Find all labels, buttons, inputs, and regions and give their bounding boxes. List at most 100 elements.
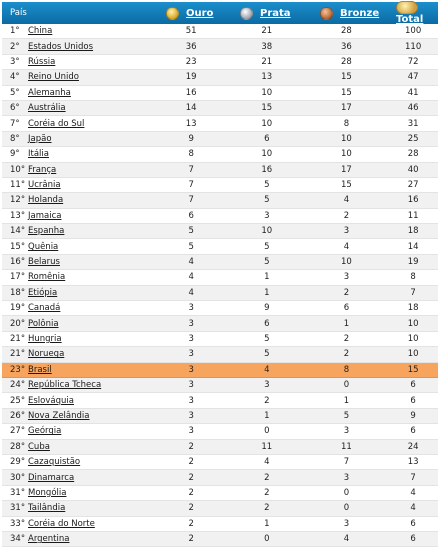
gold-count-cell: 7 [188,180,194,191]
gold-count-cell: 3 [188,380,194,391]
sort-total-link[interactable]: Total [396,14,424,25]
country-cell: 14° Espanha [2,226,151,236]
table-row: 21° Hungria 3 5 2 10 [2,332,438,348]
country-link[interactable]: Cuba [28,441,50,452]
country-link[interactable]: Reino Unido [28,72,79,83]
rank-cell: 25° [10,395,26,406]
country-link[interactable]: China [28,26,53,37]
country-link[interactable]: Tailândia [28,503,66,514]
gold-count-cell: 4 [188,287,194,298]
bronze-count-cell: 0 [343,503,350,514]
country-cell: 7° Coréia do Sul [2,119,151,129]
country-link[interactable]: Quênia [28,241,59,252]
gold-count-cell: 6 [188,210,194,221]
country-link[interactable]: Japão [28,133,52,144]
table-row: 13° Jamaica 6 3 2 11 [2,209,438,225]
table-row: 24° República Tcheca 3 3 0 6 [2,377,438,394]
table-row: 25° Eslováquia 3 2 1 6 [2,393,438,409]
country-link[interactable]: Espanha [28,226,65,237]
country-link[interactable]: Eslováquia [28,395,74,406]
header-silver[interactable]: Prata [240,6,320,20]
gold-count-cell: 4 [188,272,194,283]
country-link[interactable]: Dinamarca [28,472,75,483]
country-link[interactable]: Coréia do Sul [28,118,85,129]
country-link[interactable]: Geórgia [28,426,62,437]
silver-count-cell: 5 [264,257,270,268]
silver-medal-icon [240,6,253,20]
table-body: 1° China 51 21 28 100 2° Estados Unidos 36 38 36 11… [2,24,438,548]
country-cell: 15° Quênia [2,242,151,252]
table-row: 9° Itália 8 10 10 28 [2,147,438,163]
total-count-cell: 6 [410,534,416,545]
table-row: 34° Argentina 2 0 4 6 [2,531,438,548]
silver-count-cell: 2 [264,395,270,406]
country-link[interactable]: França [28,164,57,175]
country-link[interactable]: Holanda [28,195,64,206]
country-link[interactable]: Ucrânia [28,180,61,191]
total-count-cell: 8 [410,272,416,283]
rank-cell: 33° [10,518,26,529]
silver-count-cell: 5 [264,195,270,206]
table-row: 21° Noruega 3 5 2 10 [2,347,438,363]
country-cell: 28° Cuba [2,442,151,452]
country-link[interactable]: Estados Unidos [28,41,94,52]
country-link[interactable]: Brasil [28,364,52,375]
total-count-cell: 10 [407,318,419,329]
bronze-count-cell: 28 [341,56,352,67]
total-count-cell: 10 [407,334,419,344]
gold-medal-icon [166,6,179,20]
country-link[interactable]: Canadá [28,303,61,314]
table-row: 18° Etiópia 4 1 2 7 [2,285,438,302]
silver-count-cell: 1 [264,287,270,298]
total-count-cell: 4 [410,487,416,498]
country-link[interactable]: Cazaquistão [28,457,81,468]
sort-bronze-link[interactable]: Bronze [340,7,380,19]
bronze-count-cell: 7 [343,457,350,468]
bronze-count-cell: 3 [343,272,350,283]
rank-cell: 18° [10,287,26,298]
header-bronze[interactable]: Bronze [320,6,396,20]
sort-gold-link[interactable]: Ouro [186,7,214,19]
silver-count-cell: 16 [261,164,273,175]
gold-count-cell: 3 [188,410,194,421]
total-count-cell: 6 [410,395,416,406]
rank-cell: 30° [10,472,26,483]
country-link[interactable]: Mongólia [28,487,67,498]
country-link[interactable]: Jamaica [28,210,62,221]
rank-cell: 15° [10,241,26,252]
bronze-count-cell: 3 [343,226,350,237]
country-link[interactable]: Noruega [28,349,65,360]
sort-silver-link[interactable]: Prata [260,7,291,19]
table-row: 16° Belarus 4 5 10 19 [2,254,438,271]
country-link[interactable]: Austrália [28,103,66,114]
rank-cell: 29° [10,457,26,468]
country-cell: 12° Holanda [2,195,151,205]
country-link[interactable]: Belarus [28,257,60,268]
country-cell: 8° Japão [2,134,151,144]
silver-count-cell: 4 [264,364,270,375]
country-link[interactable]: Argentina [28,534,70,545]
total-count-cell: 6 [410,426,416,437]
table-row: 20° Polônia 3 6 1 10 [2,316,438,332]
country-link[interactable]: Polônia [28,318,59,329]
country-link[interactable]: Romênia [28,272,66,283]
gold-count-cell: 2 [188,534,194,545]
total-medals-icon [396,1,418,14]
gold-count-cell: 2 [188,441,194,452]
country-cell: 27° Geórgia [2,426,151,436]
gold-count-cell: 9 [188,133,194,144]
header-gold[interactable]: Ouro [152,6,240,20]
country-link[interactable]: Hungria [28,334,62,344]
silver-count-cell: 5 [264,241,270,252]
country-link[interactable]: Alemanha [28,87,71,98]
rank-cell: 31° [10,503,26,514]
country-link[interactable]: Rússia [28,56,56,67]
country-link[interactable]: Itália [28,149,49,160]
header-total[interactable]: Total [396,1,438,25]
country-cell: 26° Nova Zelândia [2,411,151,421]
country-link[interactable]: Nova Zelândia [28,410,90,421]
country-link[interactable]: República Tcheca [28,380,102,391]
table-row: 31° Mongólia 2 2 0 4 [2,486,438,502]
country-link[interactable]: Coréia do Norte [28,518,95,529]
country-link[interactable]: Etiópia [28,287,58,298]
